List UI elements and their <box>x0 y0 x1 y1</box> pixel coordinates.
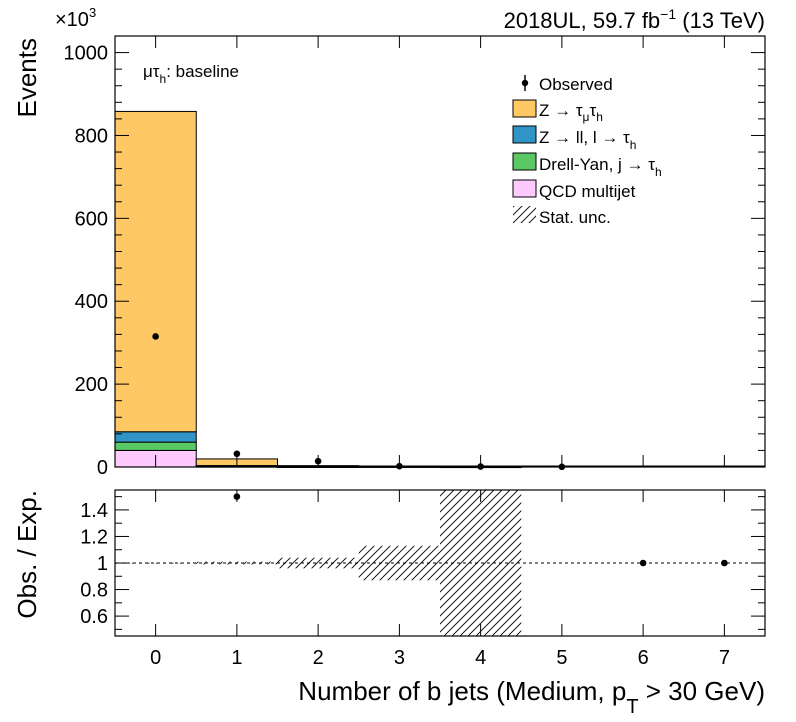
bar-z-h-0 <box>114 110 197 433</box>
xtick-label-0: 0 <box>150 647 161 669</box>
main-ytick-label-200: 200 <box>75 374 108 396</box>
x-axis-title: Number of b jets (Medium, pT > 30 GeV) <box>298 676 765 718</box>
legend-ztt-label: Z → τμτh <box>539 101 603 124</box>
legend-zll-swatch <box>512 125 537 144</box>
main-frame <box>114 35 766 468</box>
ratio-ytick-label: 1 <box>97 553 108 575</box>
observed-point-1 <box>233 450 241 458</box>
main-y-axis-title: Events <box>12 38 42 118</box>
ratio-point-6 <box>639 559 647 567</box>
ratio-ytick-label: 0.6 <box>80 606 108 628</box>
legend: Observed Z → τμτh Z → ll, l → τh Drell-Y… <box>512 75 662 227</box>
ratio-panel: 0.6 0.8 1 1.2 1.4 0 1 2 3 4 5 6 7 <box>80 490 765 669</box>
ratio-frame <box>114 489 766 637</box>
unc-band-2 <box>277 557 359 569</box>
xtick-label-1: 1 <box>231 647 242 669</box>
legend-qcd-label: QCD multijet <box>539 182 636 201</box>
legend-ztt-swatch <box>512 99 537 118</box>
xtick-label-4: 4 <box>475 647 486 669</box>
legend-observed-label: Observed <box>539 75 613 94</box>
bar-drell-yan-j-h-0 <box>114 441 197 451</box>
main-ytick-label-400: 400 <box>75 291 108 313</box>
legend-unc-swatch <box>513 206 536 223</box>
xtick-label-6: 6 <box>638 647 649 669</box>
legend-dyj-label: Drell-Yan, j → τh <box>539 155 662 179</box>
ratio-y-axis-title: Obs. / Exp. <box>12 490 42 619</box>
main-ytick-label-800: 800 <box>75 125 108 147</box>
unc-band-0 <box>115 562 197 564</box>
xtick-label-7: 7 <box>719 647 730 669</box>
main-panel: 0 200 400 600 800 1000 <box>64 35 765 479</box>
legend-unc-label: Stat. unc. <box>539 208 611 227</box>
main-ytick-label-0: 0 <box>97 457 108 479</box>
legend-dyj-swatch <box>512 152 537 171</box>
channel-label: μτh: baseline <box>143 62 239 86</box>
xtick-label-3: 3 <box>394 647 405 669</box>
legend-zll-label: Z → ll, l → τh <box>539 128 636 152</box>
legend-observed-marker <box>521 79 529 87</box>
exponent-label: ×103 <box>55 5 96 31</box>
ratio-ytick-label: 1.2 <box>80 526 108 548</box>
main-ytick-label-1000: 1000 <box>64 43 109 65</box>
xtick-label-2: 2 <box>313 647 324 669</box>
ratio-point-7 <box>721 559 728 567</box>
observed-point-0 <box>152 333 159 340</box>
ratio-ytick-label: 0.8 <box>80 580 108 602</box>
bar-z-ll-l-h-0 <box>114 431 197 443</box>
luminosity-label: 2018UL, 59.7 fb−1 (13 TeV) <box>504 6 765 33</box>
main-ytick-label-600: 600 <box>75 208 108 230</box>
legend-qcd-swatch <box>512 179 537 198</box>
ratio-ytick-label: 1.4 <box>80 500 108 522</box>
xtick-label-5: 5 <box>556 647 567 669</box>
